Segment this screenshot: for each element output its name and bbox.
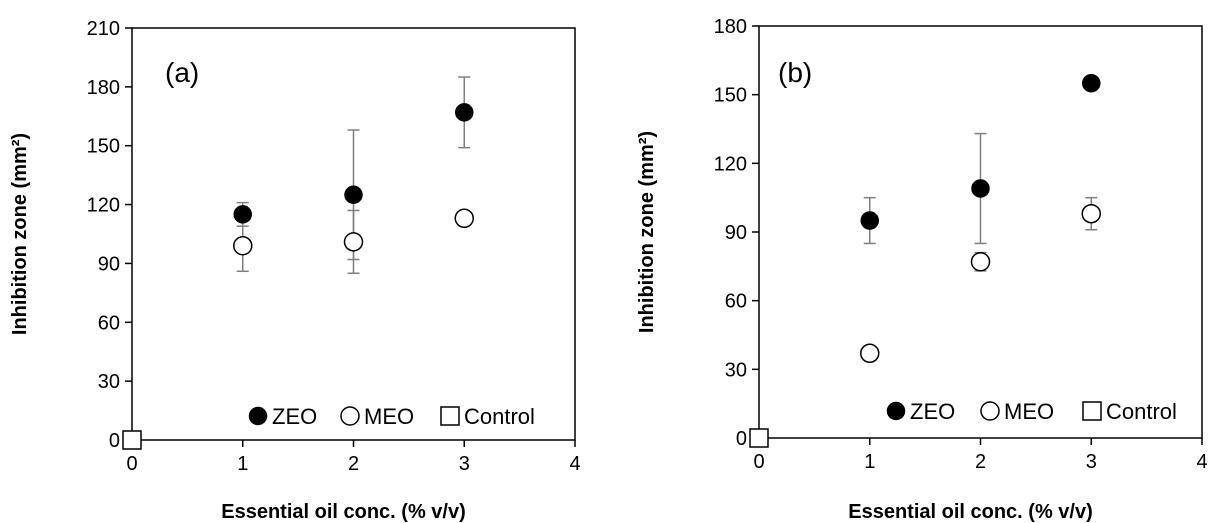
- x-tick-label: 1: [864, 451, 875, 473]
- y-tick-label: 180: [87, 77, 120, 99]
- x-tick-label: 1: [237, 453, 248, 475]
- legend-marker-zeo: [886, 401, 906, 421]
- legend-label-meo: MEO: [364, 404, 414, 429]
- x-tick-label: 4: [1196, 451, 1207, 473]
- data-point-meo: [343, 232, 364, 252]
- data-point-meo: [233, 236, 253, 256]
- x-axis-label: Essential oil conc. (% v/v): [221, 501, 466, 523]
- legend-marker-meo: [980, 401, 1000, 421]
- data-point-meo: [1081, 203, 1101, 224]
- panel-label: (b): [778, 57, 812, 88]
- data-point-meo: [970, 252, 991, 272]
- y-tick-label: 150: [714, 85, 747, 107]
- data-point-zeo: [233, 205, 252, 224]
- y-tick-label: 90: [98, 253, 120, 275]
- x-tick-label: 2: [975, 451, 986, 473]
- x-axis-label: Essential oil conc. (% v/v): [848, 501, 1093, 523]
- y-tick-label: 60: [98, 312, 120, 334]
- data-point-zeo: [344, 185, 363, 205]
- legend-label-zeo: ZEO: [910, 399, 955, 424]
- data-point-zeo: [860, 211, 879, 230]
- y-axis-label: Inhibition zone (mm²): [9, 133, 31, 335]
- legend-marker-meo: [340, 406, 360, 426]
- legend-marker-control: [440, 406, 460, 426]
- data-point-meo: [454, 208, 474, 229]
- y-tick-label: 30: [98, 371, 120, 393]
- x-tick-label: 0: [753, 451, 764, 473]
- x-tick-label: 3: [1086, 451, 1097, 473]
- data-point-zeo: [971, 179, 990, 198]
- y-tick-label: 150: [87, 136, 120, 158]
- y-tick-label: 30: [725, 359, 747, 381]
- x-tick-label: 2: [348, 453, 359, 475]
- data-point-control: [122, 430, 142, 450]
- y-tick-label: 120: [87, 195, 120, 217]
- legend-label-control: Control: [1106, 399, 1177, 424]
- x-tick-label: 0: [126, 453, 137, 475]
- legend-marker-control: [1082, 401, 1102, 421]
- y-tick-label: 0: [736, 428, 747, 450]
- legend-label-zeo: ZEO: [272, 404, 317, 429]
- legend-marker-zeo: [248, 406, 268, 426]
- y-tick-label: 60: [725, 291, 747, 313]
- y-tick-label: 180: [714, 16, 747, 38]
- data-point-meo: [860, 343, 880, 364]
- data-point-zeo: [455, 103, 474, 122]
- x-tick-label: 3: [459, 453, 470, 475]
- x-tick-label: 4: [569, 453, 580, 475]
- legend-label-control: Control: [464, 404, 535, 429]
- chart-panel-a: 0 30 60 90 120 150 180 210 0 1 2 3 4 Essential oil co…: [9, 18, 581, 523]
- legend-label-meo: MEO: [1004, 399, 1054, 424]
- y-tick-label: 210: [87, 18, 120, 40]
- data-point-control: [749, 428, 769, 448]
- y-axis-label: Inhibition zone (mm²): [636, 131, 658, 333]
- data-point-zeo: [1082, 73, 1101, 93]
- y-tick-label: 120: [714, 153, 747, 175]
- y-tick-label: 0: [109, 430, 120, 452]
- y-tick-label: 90: [725, 222, 747, 244]
- panel-label: (a): [165, 57, 199, 88]
- chart-panel-b: 0 30 60 90 120 150 180 0 1 2 3 4 Essential oil conc.…: [636, 16, 1208, 523]
